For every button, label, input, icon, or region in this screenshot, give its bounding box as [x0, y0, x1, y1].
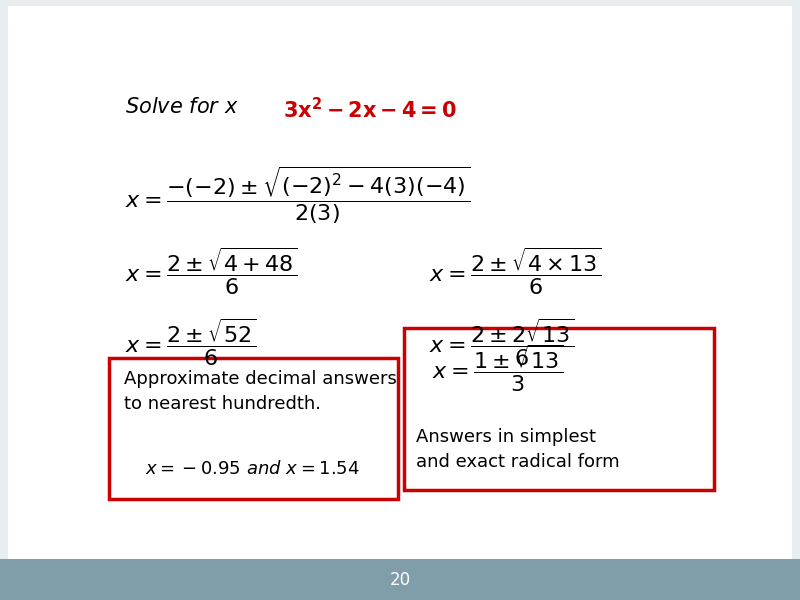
- Text: Approximate decimal answers
to nearest hundredth.: Approximate decimal answers to nearest h…: [123, 370, 397, 413]
- Text: Answers in simplest
and exact radical form: Answers in simplest and exact radical fo…: [416, 428, 620, 471]
- Text: $x = \dfrac{2 \pm \sqrt{4+48}}{6}$: $x = \dfrac{2 \pm \sqrt{4+48}}{6}$: [125, 245, 298, 296]
- Text: $x = \dfrac{2 \pm \sqrt{4 \times 13}}{6}$: $x = \dfrac{2 \pm \sqrt{4 \times 13}}{6}…: [429, 245, 602, 296]
- Text: $x = \dfrac{2 \pm 2\sqrt{13}}{6}$: $x = \dfrac{2 \pm 2\sqrt{13}}{6}$: [429, 317, 574, 368]
- Text: $\bf{\it{Solve\ for\ x}}$: $\bf{\it{Solve\ for\ x}}$: [125, 97, 238, 118]
- Text: $x = \dfrac{2 \pm \sqrt{52}}{6}$: $x = \dfrac{2 \pm \sqrt{52}}{6}$: [125, 317, 256, 368]
- Text: $\mathbf{3x^2 - 2x - 4 = 0}$: $\mathbf{3x^2 - 2x - 4 = 0}$: [283, 97, 457, 122]
- Text: $x = \dfrac{-(-2) \pm \sqrt{(-2)^2-4(3)(-4)}}{2(3)}$: $x = \dfrac{-(-2) \pm \sqrt{(-2)^2-4(3)(…: [125, 164, 470, 226]
- Text: 20: 20: [390, 571, 410, 589]
- Text: $x = \dfrac{1 \pm \sqrt{13}}{3}$: $x = \dfrac{1 \pm \sqrt{13}}{3}$: [432, 342, 563, 394]
- FancyBboxPatch shape: [110, 358, 398, 499]
- FancyBboxPatch shape: [404, 328, 714, 490]
- Text: $x = -0.95\ \mathit{and}\ x = 1.54$: $x = -0.95\ \mathit{and}\ x = 1.54$: [145, 460, 359, 478]
